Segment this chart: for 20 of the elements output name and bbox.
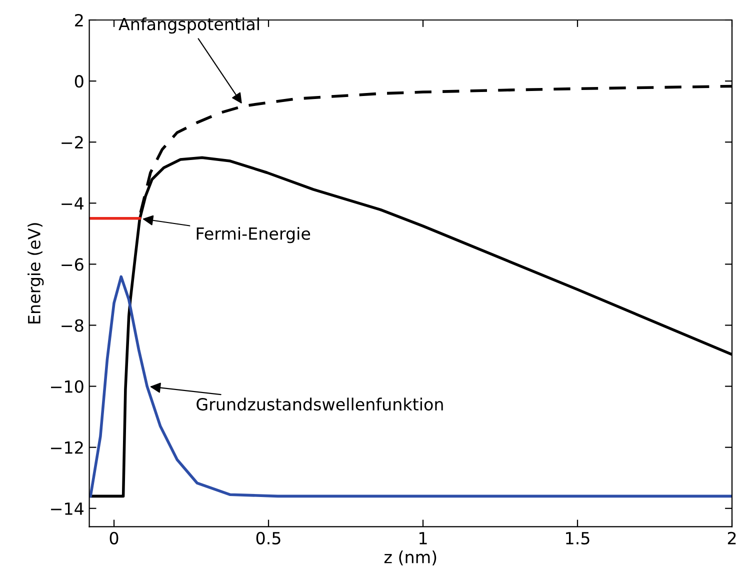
y-tick-label: 2 [75, 14, 83, 26]
x-tick-label: 0.5 [256, 532, 280, 544]
y-tick-label: 0 [74, 75, 84, 88]
y-axis-title: Energie (eV) [28, 223, 44, 324]
x-axis-title: z (nm) [384, 550, 436, 566]
x-tick-label: 1 [420, 532, 427, 544]
y-tick-label: −4 [62, 197, 84, 210]
annotation: Grundzustandswellenfunktion [196, 398, 443, 411]
x-tick-label: 1.5 [566, 532, 590, 544]
x-tick-label: 0 [110, 532, 118, 544]
line-series [89, 275, 732, 498]
y-tick-label: −6 [62, 258, 84, 271]
y-tick-label: −14 [51, 502, 84, 515]
y-tick-label: −12 [51, 441, 83, 454]
x-tick-label: 2 [728, 532, 736, 544]
annotation: Fermi-Energie [196, 227, 310, 244]
y-tick-label: −8 [62, 319, 84, 332]
y-tick-label: −10 [51, 380, 84, 393]
y-tick-label: −2 [62, 136, 83, 148]
annotation: Anfangspotential [118, 17, 259, 34]
